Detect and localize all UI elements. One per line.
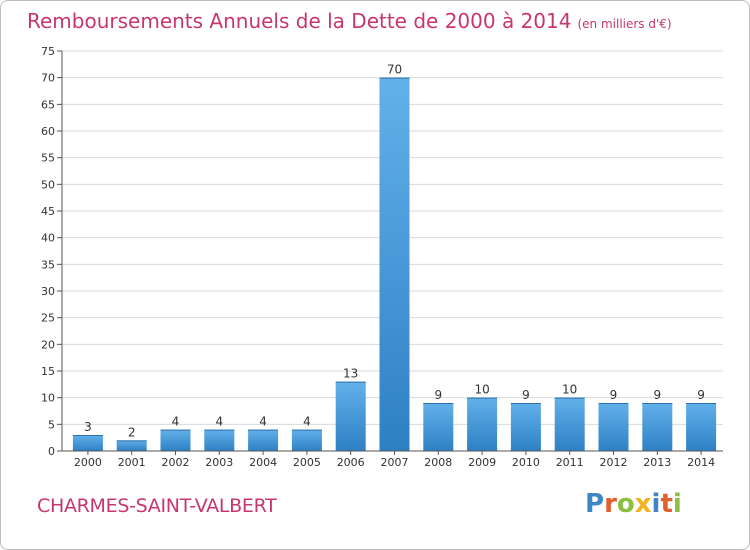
x-tick-label: 2010: [512, 456, 540, 469]
y-tick-label: 5: [48, 418, 55, 431]
data-label: 4: [259, 415, 267, 429]
bar: [335, 381, 366, 451]
x-tick-label: 2011: [556, 456, 584, 469]
y-tick-label: 0: [48, 445, 55, 458]
x-tick-label: 2012: [600, 456, 628, 469]
x-tick-label: 2005: [293, 456, 321, 469]
data-label: 13: [343, 367, 358, 381]
y-tick-label: 60: [41, 125, 55, 138]
data-label: 10: [474, 383, 489, 397]
x-tick-label: 2009: [468, 456, 496, 469]
y-tick-label: 70: [41, 72, 55, 85]
chart-title: Remboursements Annuels de la Dette de 20…: [27, 9, 672, 33]
y-tick-label: 25: [41, 312, 55, 325]
chart-title-text: Remboursements Annuels de la Dette de 20…: [27, 9, 572, 33]
x-tick-label: 2013: [643, 456, 671, 469]
bar: [642, 403, 673, 451]
x-tick-label: 2014: [687, 456, 715, 469]
bar: [379, 77, 410, 452]
data-label: 9: [697, 388, 705, 402]
bar: [248, 429, 279, 451]
x-tick-label: 2006: [337, 456, 365, 469]
axes: 0 5 10 15 20 25 30 35 40 45 50 55 60 65 70 75 2000 2001 20…: [41, 45, 723, 469]
data-label: 2: [128, 425, 136, 439]
y-tick-label: 15: [41, 365, 55, 378]
y-tick-label: 35: [41, 258, 55, 271]
bar: [204, 429, 235, 451]
data-label: 9: [434, 388, 442, 402]
x-tick-label: 2007: [381, 456, 409, 469]
x-tick-label: 2004: [249, 456, 277, 469]
bar: [116, 440, 147, 451]
y-tick-label: 50: [41, 178, 55, 191]
chart-unit: (en milliers d'€): [577, 17, 672, 31]
x-tick-label: 2000: [74, 456, 102, 469]
y-tick-label: 55: [41, 152, 55, 165]
commune-name: CHARMES-SAINT-VALBERT: [37, 495, 277, 517]
y-tick-label: 10: [41, 392, 55, 405]
data-label: 4: [303, 415, 311, 429]
y-tick-label: 30: [41, 285, 55, 298]
data-label: 4: [215, 415, 223, 429]
y-tick-label: 75: [41, 45, 55, 58]
y-tick-label: 20: [41, 338, 55, 351]
bar: [467, 397, 498, 451]
bar: [554, 397, 585, 451]
data-label: 70: [387, 63, 402, 77]
data-label: 3: [84, 420, 92, 434]
bar: [686, 403, 717, 451]
data-label: 4: [172, 415, 180, 429]
proxiti-logo: Proxiti: [585, 489, 682, 519]
y-tick-label: 65: [41, 98, 55, 111]
bar: [598, 403, 629, 451]
bar: [72, 435, 103, 451]
bar: [291, 429, 322, 451]
bar: [510, 403, 541, 451]
bars: 3 2 4 4 4 4 13 70 9 10 9 10 9 9 9: [72, 63, 717, 452]
y-tick-label: 45: [41, 205, 55, 218]
x-tick-label: 2002: [162, 456, 190, 469]
data-label: 9: [610, 388, 618, 402]
data-label: 9: [653, 388, 661, 402]
bar: [423, 403, 454, 451]
data-label: 9: [522, 388, 530, 402]
data-label: 10: [562, 383, 577, 397]
y-tick-label: 40: [41, 232, 55, 245]
x-tick-label: 2008: [424, 456, 452, 469]
x-tick-label: 2001: [118, 456, 146, 469]
bar: [160, 429, 191, 451]
x-tick-label: 2003: [205, 456, 233, 469]
